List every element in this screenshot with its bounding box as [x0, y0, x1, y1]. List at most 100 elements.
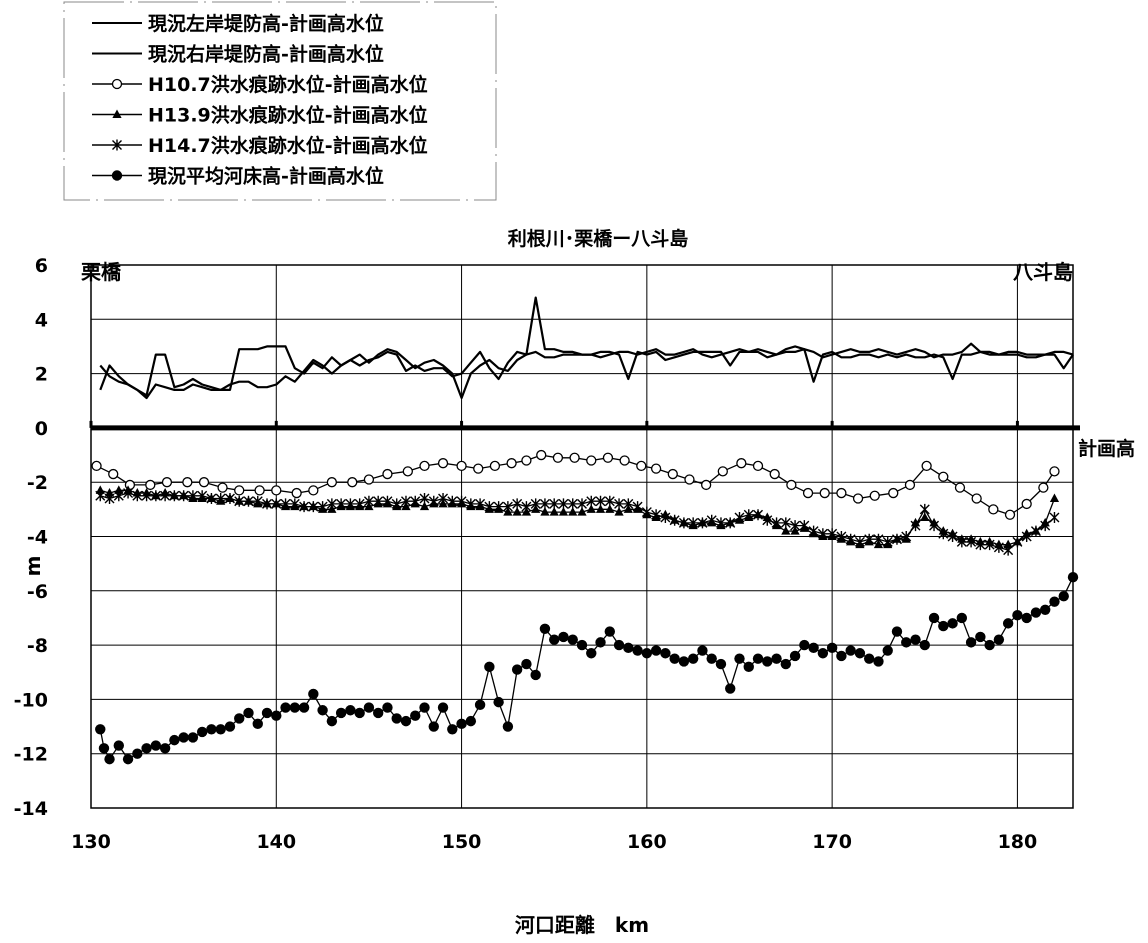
x-axis-ticks: 130 140 150 160 170 180 — [71, 831, 1037, 853]
data-point — [271, 498, 282, 510]
data-point — [187, 732, 199, 743]
data-point — [215, 724, 226, 735]
x-tick-label: 180 — [998, 831, 1038, 853]
y-tick-label: -2 — [27, 472, 48, 494]
data-point — [363, 495, 374, 507]
data-point — [254, 485, 265, 496]
data-point — [252, 718, 263, 730]
data-point — [234, 713, 245, 724]
legend-item: H14.7洪水痕跡水位-計画高水位 — [92, 134, 428, 157]
data-point — [984, 639, 995, 651]
data-point — [632, 645, 643, 656]
data-point — [975, 631, 986, 643]
data-point — [141, 490, 152, 502]
data-point — [569, 452, 580, 463]
series-3 — [91, 449, 1060, 520]
x-tick-label: 170 — [812, 831, 852, 853]
data-point — [1004, 509, 1016, 520]
data-point — [1049, 511, 1060, 523]
data-point — [845, 645, 856, 656]
data-point — [347, 477, 358, 488]
data-point — [271, 710, 282, 721]
data-point — [391, 713, 402, 724]
data-point — [614, 498, 625, 510]
data-point — [975, 539, 986, 551]
data-point — [161, 477, 173, 488]
data-point — [224, 492, 235, 504]
data-point — [506, 458, 517, 469]
data-point — [789, 650, 801, 662]
data-point — [243, 707, 254, 719]
legend-item: H13.9洪水痕跡水位-計画高水位 — [92, 104, 428, 127]
data-point — [474, 699, 486, 711]
data-point — [410, 495, 421, 507]
data-point — [484, 501, 495, 513]
data-point — [95, 490, 106, 502]
data-point — [489, 460, 501, 472]
data-point — [706, 514, 717, 526]
data-point — [734, 653, 745, 664]
data-point — [512, 498, 523, 510]
data-point — [512, 507, 522, 516]
data-point — [1003, 544, 1014, 556]
legend-label: 現況左岸堤防高-計画高水位 — [148, 12, 384, 35]
data-point — [299, 501, 310, 513]
data-point — [326, 715, 338, 727]
data-point — [113, 490, 124, 502]
data-point — [697, 517, 708, 529]
data-point — [910, 634, 921, 645]
data-point — [113, 740, 124, 751]
data-point — [725, 517, 736, 529]
data-point — [1030, 607, 1042, 618]
data-point — [261, 707, 273, 719]
data-point — [706, 653, 717, 664]
y-tick-label: -12 — [14, 744, 48, 766]
data-point — [576, 639, 588, 651]
data-point — [1012, 536, 1023, 548]
series-line — [99, 345, 1074, 397]
y-tick-label: -6 — [27, 581, 48, 603]
data-point — [419, 492, 430, 504]
plot-area — [89, 264, 1080, 809]
data-point — [345, 705, 356, 716]
data-point — [465, 498, 476, 510]
data-point — [938, 528, 949, 540]
data-point — [613, 639, 625, 651]
data-point — [752, 653, 764, 664]
data-point — [473, 463, 484, 474]
data-point — [549, 498, 560, 510]
x-axis-label: 河口距離 km — [515, 913, 649, 937]
data-point — [1002, 618, 1014, 629]
data-point — [1049, 493, 1060, 502]
series-layer — [91, 296, 1079, 765]
data-point — [502, 501, 513, 513]
data-point — [419, 702, 430, 713]
data-point — [145, 479, 156, 491]
data-point — [910, 520, 921, 532]
data-point — [217, 482, 228, 493]
data-point — [929, 520, 940, 532]
data-point — [771, 517, 782, 529]
station-label-left: 栗橋 — [81, 260, 122, 284]
data-point — [326, 477, 338, 488]
chart-title: 利根川･栗橋ー八斗島 — [508, 227, 689, 250]
legend-marker — [112, 109, 122, 118]
data-point — [586, 648, 597, 659]
data-point — [725, 683, 736, 694]
data-point — [667, 468, 678, 480]
data-point — [863, 653, 875, 664]
data-point — [354, 707, 365, 719]
data-point — [619, 455, 630, 466]
data-point — [280, 702, 291, 713]
data-point — [623, 498, 634, 510]
data-point — [836, 487, 847, 499]
data-point — [993, 634, 1005, 645]
data-point — [252, 495, 263, 507]
data-point — [956, 612, 968, 624]
data-point — [956, 536, 967, 548]
data-point — [419, 501, 430, 511]
data-point — [558, 631, 569, 643]
data-point — [687, 653, 699, 664]
data-point — [150, 490, 161, 502]
data-point — [700, 479, 712, 491]
